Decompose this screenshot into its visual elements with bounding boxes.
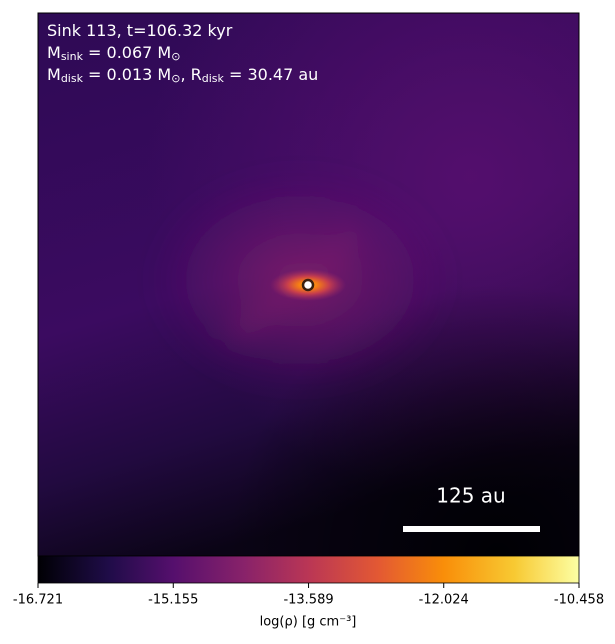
colorbar-tick-label: -13.589 [283, 593, 333, 608]
colorbar-tick-label: -15.155 [148, 593, 198, 608]
density-map [38, 13, 579, 556]
annotation-text: = 0.067 M [83, 43, 171, 62]
subscript: sink [61, 50, 84, 63]
colorbar-tick-label: -10.458 [554, 593, 604, 608]
annotation: Sink 113, t=106.32 kyr [47, 21, 233, 40]
annotation-text: = 0.013 M [83, 65, 171, 84]
annotation-text: , R [180, 65, 201, 84]
colorbar-label: log(ρ) [g cm⁻³] [260, 615, 357, 630]
subscript: ⊙ [171, 72, 180, 85]
colorbar-tick-label: -16.721 [13, 593, 63, 608]
colorbar [37, 555, 580, 584]
annotation-text: M [47, 43, 61, 62]
annotation: Mdisk = 0.013 M⊙, Rdisk = 30.47 au [47, 65, 318, 86]
scale-bar-label: 125 au [436, 484, 505, 508]
colorbar-tick-label: -12.024 [419, 593, 469, 608]
sink-marker [301, 278, 315, 292]
subscript: disk [202, 72, 225, 85]
annotation-text: Sink 113, t=106.32 kyr [47, 21, 233, 40]
subscript: ⊙ [171, 50, 180, 63]
annotation-text: M [47, 65, 61, 84]
subscript: disk [61, 72, 84, 85]
annotation: Msink = 0.067 M⊙ [47, 43, 180, 64]
annotation-text: = 30.47 au [224, 65, 318, 84]
